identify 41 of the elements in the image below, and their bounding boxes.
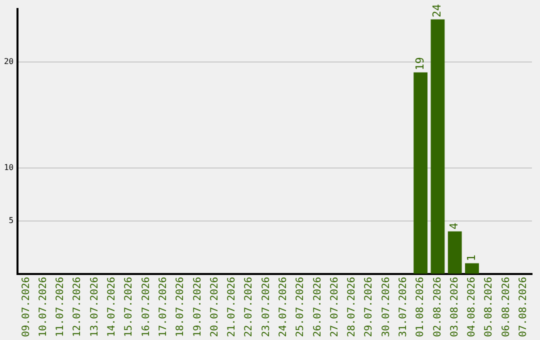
x-tick-label: 20.07.2026 (209, 276, 220, 338)
x-tick-label: 11.07.2026 (55, 276, 66, 338)
x-tick-label: 01.08.2026 (415, 276, 426, 338)
bar (448, 231, 462, 274)
bar (465, 263, 479, 274)
x-tick-label: 19.07.2026 (192, 276, 204, 338)
data-label: 4 (448, 222, 461, 230)
x-tick-label: 29.07.2026 (364, 276, 375, 338)
x-tick-label: 16.07.2026 (140, 276, 152, 338)
x-tick-label: 18.07.2026 (175, 276, 186, 338)
x-tick-label: 17.07.2026 (158, 276, 169, 338)
x-tick-label: 25.07.2026 (295, 276, 306, 338)
x-tick-label: 21.07.2026 (226, 276, 238, 338)
x-tick-label: 24.07.2026 (278, 276, 289, 338)
x-tick-label: 06.08.2026 (500, 276, 512, 338)
bar (430, 19, 445, 274)
data-label: 19 (413, 57, 426, 70)
x-tick-label: 13.07.2026 (89, 276, 100, 338)
data-label: 1 (464, 254, 478, 262)
x-tick-label: 12.07.2026 (72, 276, 84, 338)
x-tick-label: 28.07.2026 (346, 276, 358, 338)
x-tick-label: 05.08.2026 (484, 276, 495, 338)
x-tick-label: 03.08.2026 (449, 276, 460, 338)
bar (414, 72, 428, 274)
x-tick-label: 15.07.2026 (124, 276, 135, 338)
x-tick-label: 22.07.2026 (244, 276, 255, 338)
x-tick-label: 07.08.2026 (518, 276, 530, 338)
x-tick-label: 09.07.2026 (20, 276, 32, 338)
y-tick-label: 20 (4, 56, 14, 66)
x-tick-label: 30.07.2026 (380, 276, 392, 338)
y-tick-label: 10 (4, 162, 14, 172)
x-tick-label: 27.07.2026 (329, 276, 340, 338)
x-tick-label: 31.07.2026 (398, 276, 409, 338)
x-tick-label: 10.07.2026 (38, 276, 49, 338)
x-tick-label: 14.07.2026 (106, 276, 118, 338)
x-tick-label: 02.08.2026 (432, 276, 444, 338)
y-tick-label: 5 (8, 216, 14, 225)
x-tick-label: 23.07.2026 (260, 276, 272, 338)
data-label: 24 (430, 4, 444, 18)
x-tick-label: 26.07.2026 (312, 276, 324, 338)
x-tick-label: 04.08.2026 (466, 276, 478, 338)
